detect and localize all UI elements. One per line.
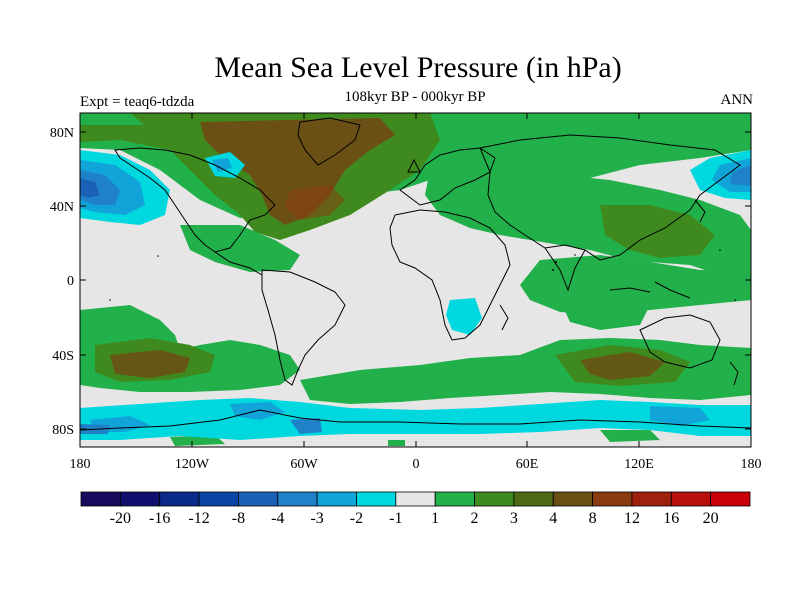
- colorbar-swatch: [316, 491, 357, 507]
- colorbar-swatch: [198, 491, 239, 507]
- colorbar-swatch: [631, 491, 672, 507]
- tick-marks: [80, 113, 751, 447]
- plot-subtitle: 108kyr BP - 000kyr BP: [344, 89, 486, 105]
- colorbar-swatch: [710, 491, 751, 507]
- colorbar: [80, 491, 751, 507]
- lon-label-60e: 60E: [516, 457, 539, 472]
- colorbar-swatch: [395, 491, 436, 507]
- colorbar-tick-label: -20: [110, 510, 131, 527]
- colorbar-tick-label: -8: [232, 510, 245, 527]
- lon-label-0: 0: [413, 457, 420, 472]
- colorbar-tick-label: 4: [549, 510, 557, 527]
- lat-label-0: 0: [67, 274, 74, 289]
- colorbar-tick-label: -4: [271, 510, 284, 527]
- colorbar-swatch: [277, 491, 318, 507]
- colorbar-swatch: [474, 491, 515, 507]
- lat-label-40s: 40S: [52, 349, 74, 364]
- lon-label-180e: 180: [741, 457, 762, 472]
- colorbar-tick-label: 8: [589, 510, 597, 527]
- longitude-labels: 180 120W 60W 0 60E 120E 180: [70, 457, 762, 472]
- colorbar-labels: -20 -16 -12 -8 -4 -3 -2 -1 1 2 3 4 8 12 16 20: [110, 510, 719, 527]
- positive-anomaly-fields: [80, 113, 751, 446]
- lat-label-40n: 40N: [50, 200, 74, 215]
- colorbar-swatch: [513, 491, 554, 507]
- colorbar-swatch: [434, 491, 475, 507]
- lon-label-120e: 120E: [624, 457, 654, 472]
- negative-anomaly-fields: [80, 150, 751, 440]
- colorbar-swatch: [552, 491, 593, 507]
- map-panel: [80, 113, 751, 447]
- plot-title: Mean Sea Level Pressure (in hPa): [214, 51, 622, 84]
- lon-label-60w: 60W: [290, 457, 318, 472]
- island-markings: [109, 249, 736, 301]
- colorbar-tick-label: -3: [310, 510, 323, 527]
- colorbar-swatch: [356, 491, 397, 507]
- latitude-labels: 80N 40N 0 40S 80S: [50, 126, 74, 438]
- colorbar-swatch: [592, 491, 633, 507]
- colorbar-tick-label: -16: [149, 510, 170, 527]
- colorbar-tick-label: -1: [389, 510, 402, 527]
- colorbar-tick-label: 12: [624, 510, 640, 527]
- colorbar-tick-label: 2: [471, 510, 479, 527]
- colorbar-swatch: [238, 491, 279, 507]
- colorbar-tick-label: -12: [188, 510, 209, 527]
- colorbar-swatch: [80, 491, 121, 507]
- colorbar-swatch: [119, 491, 161, 507]
- lon-label-180w: 180: [70, 457, 91, 472]
- lon-label-120w: 120W: [175, 457, 210, 472]
- experiment-label: Expt = teaq6-tdzda: [80, 94, 195, 110]
- colorbar-tick-label: 20: [703, 510, 719, 527]
- colorbar-swatch: [159, 491, 200, 507]
- lat-label-80s: 80S: [52, 423, 74, 438]
- lat-label-80n: 80N: [50, 126, 74, 141]
- colorbar-tick-label: 16: [663, 510, 679, 527]
- season-label: ANN: [720, 92, 754, 108]
- colorbar-tick-label: -2: [350, 510, 363, 527]
- colorbar-tick-label: 1: [431, 510, 439, 527]
- colorbar-tick-label: 3: [510, 510, 518, 527]
- colorbar-swatch: [670, 491, 712, 507]
- coastlines: [80, 117, 751, 431]
